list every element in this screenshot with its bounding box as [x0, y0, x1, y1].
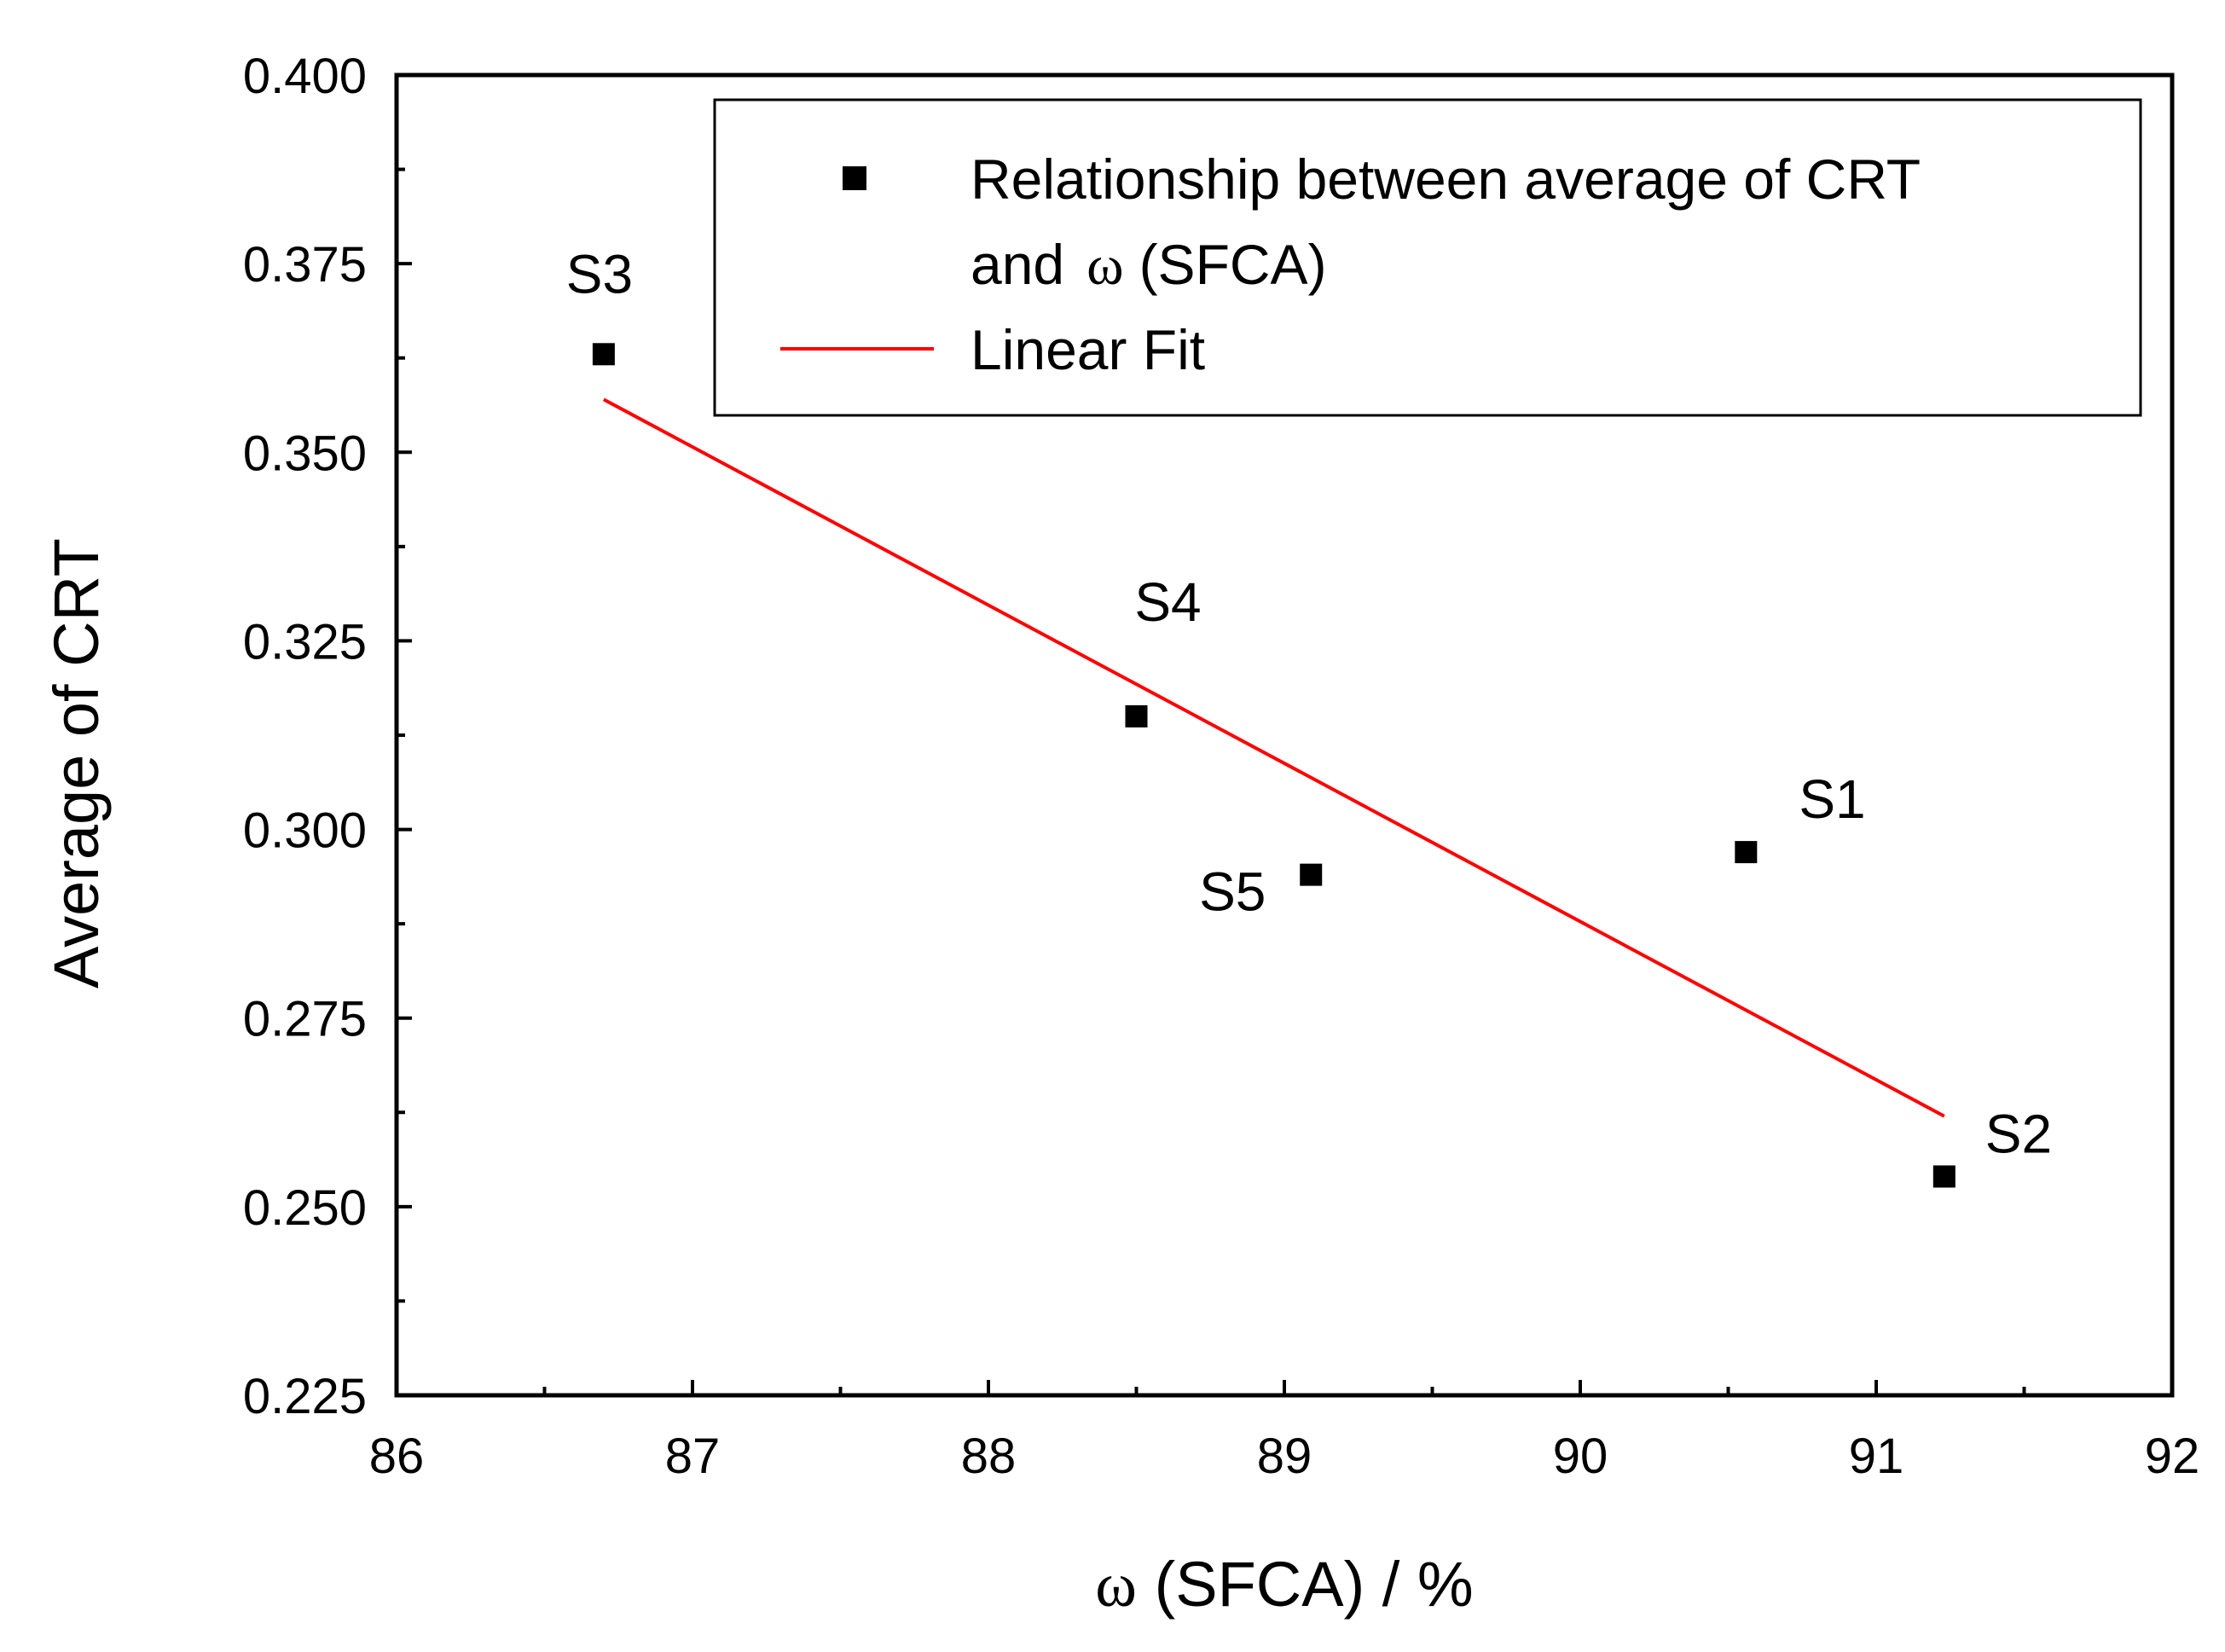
y-tick-label: 0.350: [243, 426, 367, 481]
data-points: S1 S2 S3 S4 S5: [566, 243, 2052, 1188]
data-point-s4: [1125, 704, 1148, 727]
linear-fit-line: [602, 397, 1945, 1118]
data-point-s1: [1735, 841, 1758, 864]
y-axis: 0.225 0.250 0.275 0.300 0.325 0.350 0.375 0.400: [243, 49, 412, 1424]
y-tick-label: 0.400: [243, 49, 367, 104]
point-label-s4: S4: [1134, 571, 1201, 633]
y-tick-label: 0.250: [243, 1180, 367, 1236]
data-point-s5: [1300, 863, 1323, 886]
point-label-s1: S1: [1799, 768, 1865, 830]
legend-series-label-sfca: (SFCA): [1139, 233, 1327, 296]
x-tick-label: 87: [665, 1429, 721, 1484]
x-tick-label: 92: [2145, 1429, 2200, 1484]
y-tick-label: 0.325: [243, 614, 367, 669]
point-label-s5: S5: [1199, 861, 1266, 923]
x-axis-omega-symbol: ω: [1095, 1551, 1137, 1620]
x-tick-label: 89: [1257, 1429, 1312, 1484]
legend-marker-square: [843, 166, 866, 190]
y-tick-label: 0.225: [243, 1369, 367, 1424]
x-axis-title-text: (SFCA) / %: [1137, 1549, 1474, 1620]
x-tick-label: 91: [1849, 1429, 1904, 1484]
legend-omega-symbol: ω: [1086, 235, 1123, 297]
y-tick-label: 0.300: [243, 803, 367, 859]
x-axis: 86 87 88 89 90 91 92: [369, 1380, 2200, 1484]
legend-series-label-line1: Relationship between average of CRT: [971, 148, 1921, 211]
x-tick-label: 86: [369, 1429, 425, 1484]
data-point-s3: [592, 343, 615, 366]
legend-series-label-line2: and ω (SFCA): [971, 233, 1327, 297]
x-tick-label: 90: [1553, 1429, 1608, 1484]
data-point-s2: [1932, 1165, 1956, 1188]
y-axis-title: Average of CRT: [41, 538, 112, 988]
point-label-s2: S2: [1985, 1103, 2052, 1164]
legend-series-label-and: and: [971, 233, 1064, 296]
legend-fit-label: Linear Fit: [971, 318, 1205, 381]
x-axis-title: ω (SFCA) / %: [1095, 1549, 1473, 1620]
y-tick-label: 0.375: [243, 237, 367, 293]
x-tick-label: 88: [961, 1429, 1017, 1484]
legend-box: [713, 98, 2142, 417]
y-tick-label: 0.275: [243, 992, 367, 1047]
point-label-s3: S3: [566, 243, 633, 304]
legend: Relationship between average of CRT and ω…: [713, 98, 2142, 417]
